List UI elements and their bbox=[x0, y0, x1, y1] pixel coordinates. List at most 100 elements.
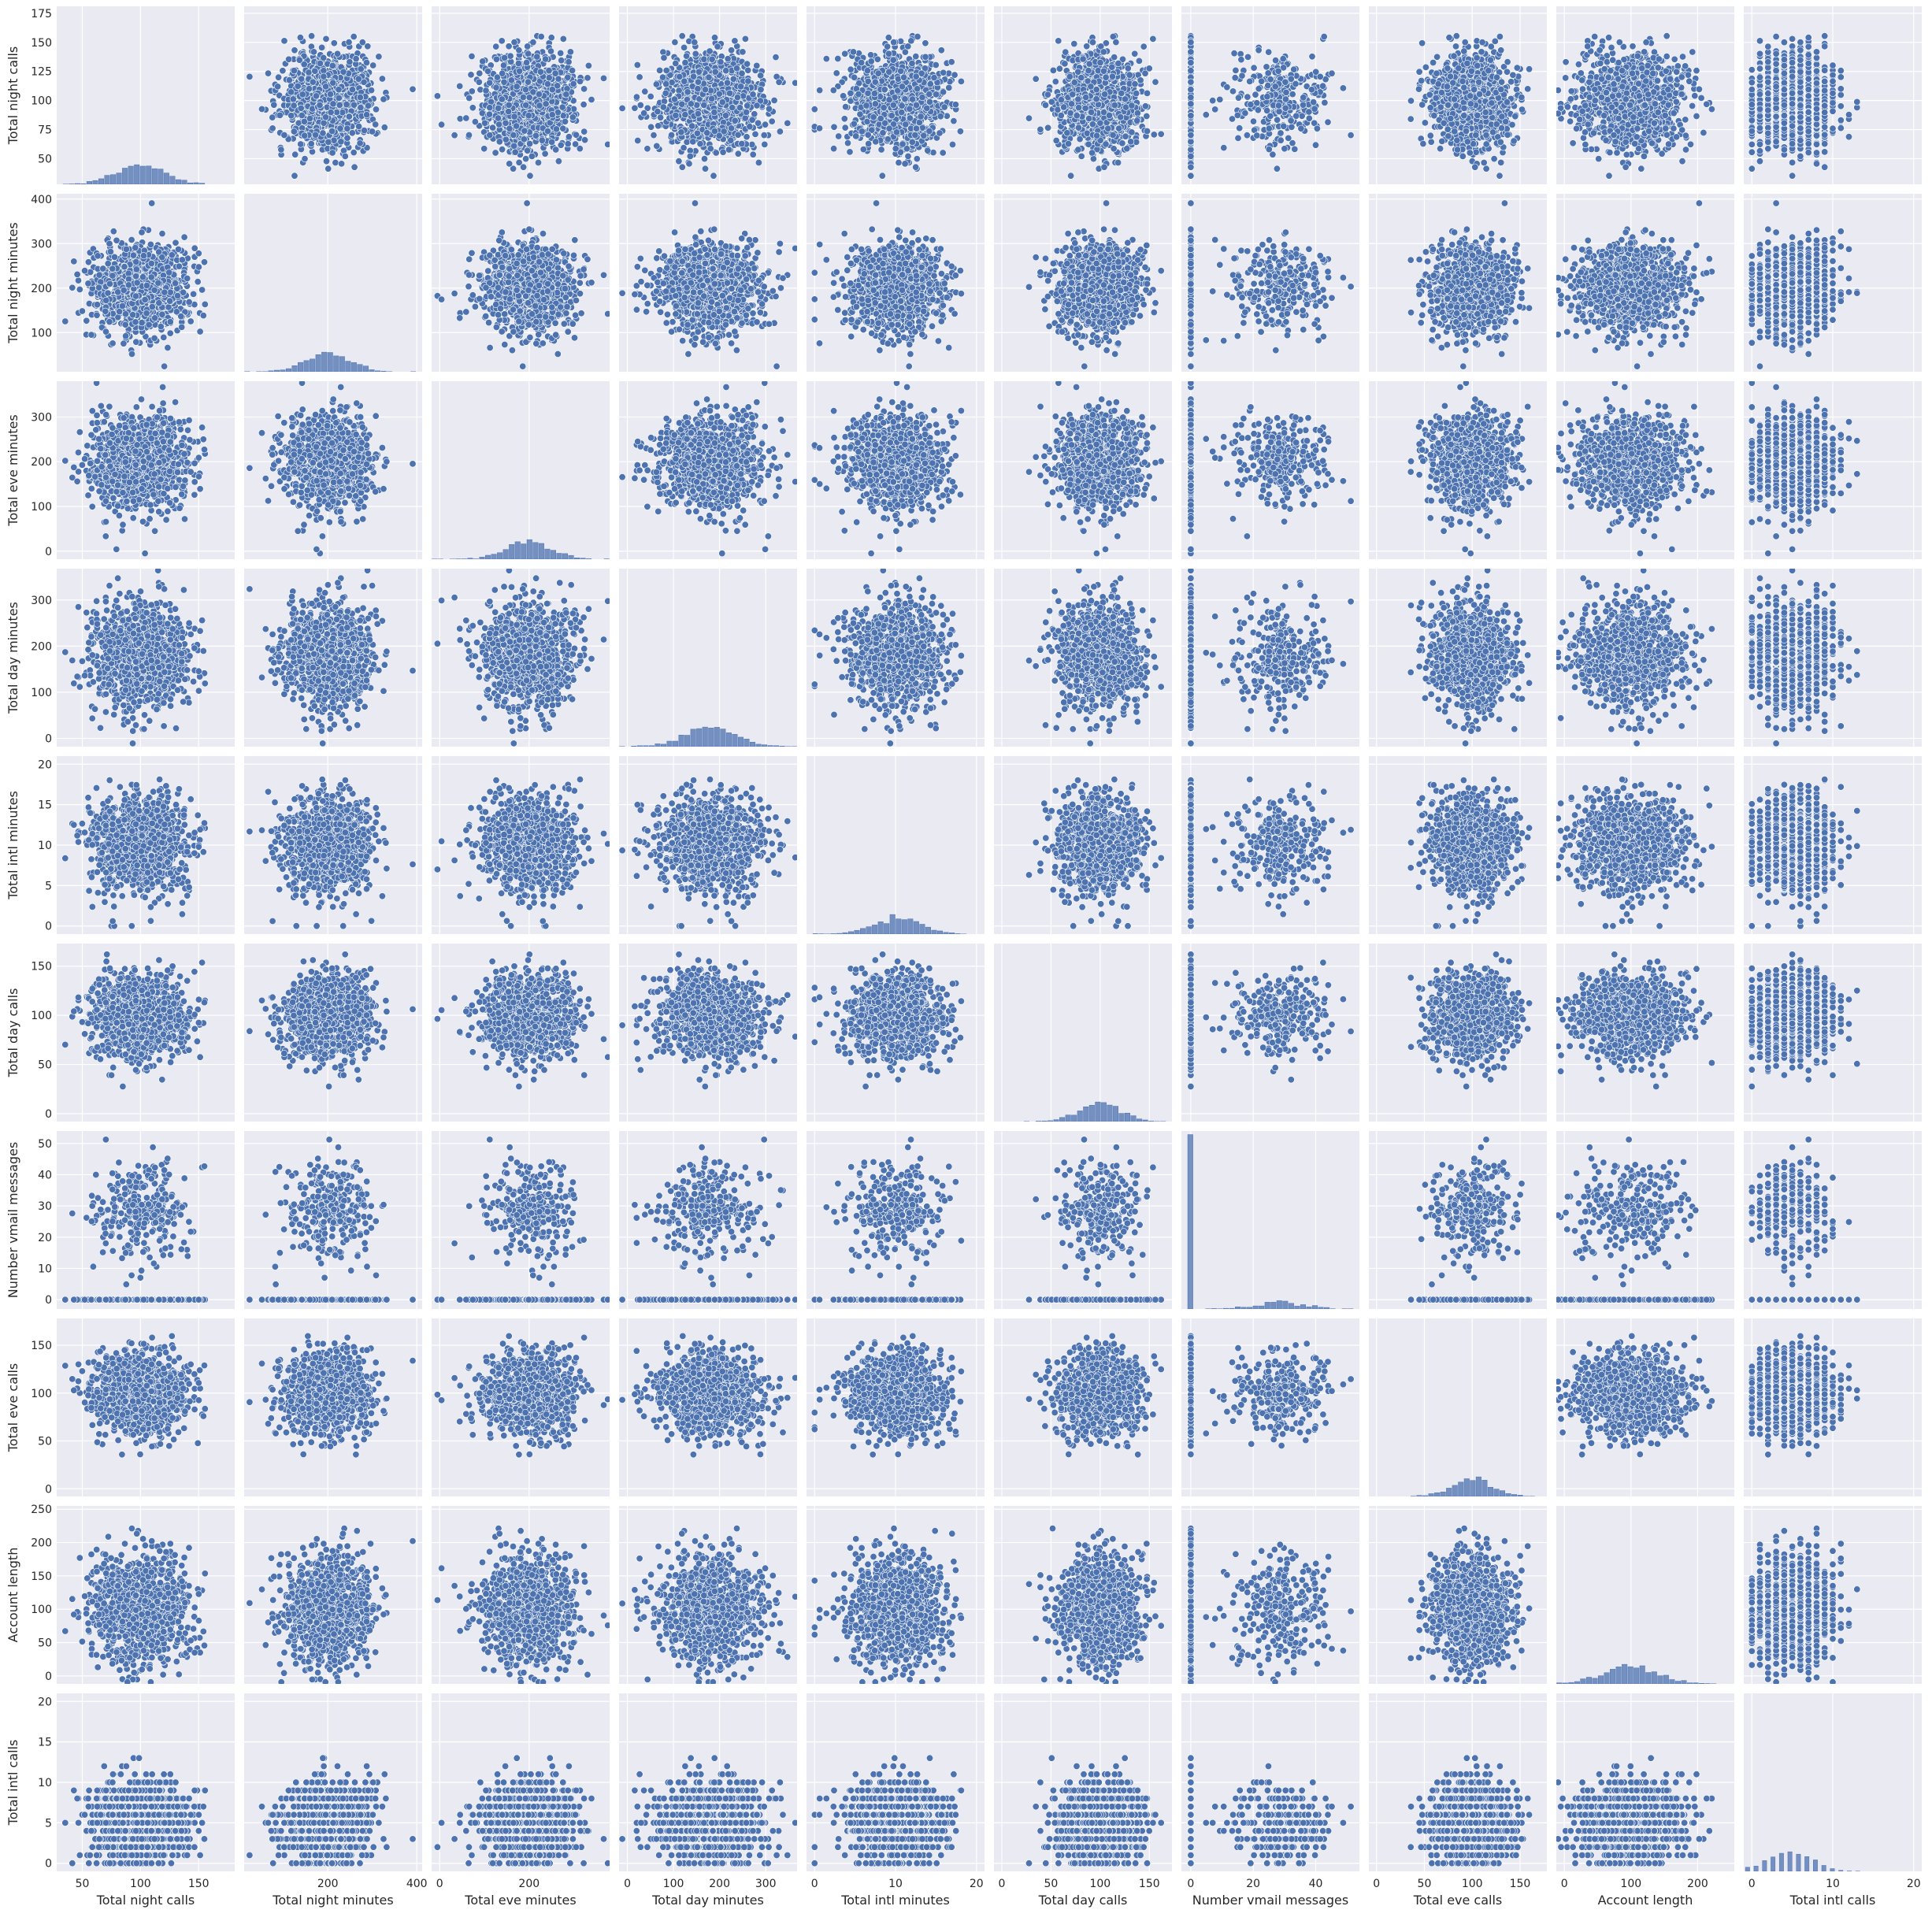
scatter-point bbox=[566, 58, 572, 65]
scatter-point bbox=[758, 87, 764, 93]
scatter-point bbox=[924, 105, 930, 111]
scatter-point bbox=[547, 48, 554, 54]
scatter-point bbox=[871, 91, 877, 97]
scatter-point bbox=[321, 73, 327, 80]
scatter-point bbox=[581, 128, 588, 135]
scatter-point bbox=[358, 104, 364, 110]
scatter-point bbox=[951, 72, 958, 78]
scatter-point bbox=[275, 74, 281, 80]
scatter-point bbox=[872, 79, 878, 85]
scatter-point bbox=[278, 146, 284, 153]
scatter-point bbox=[522, 155, 528, 161]
scatter-point bbox=[457, 83, 463, 89]
scatter-point bbox=[506, 161, 513, 167]
scatter-point bbox=[695, 86, 701, 92]
scatter-point bbox=[323, 158, 329, 165]
scatter-point bbox=[495, 105, 502, 111]
scatter-point bbox=[515, 60, 521, 66]
scatter-point bbox=[357, 94, 363, 100]
scatter-point bbox=[546, 68, 552, 74]
scatter-point bbox=[320, 130, 326, 136]
scatter-point bbox=[350, 102, 357, 108]
scatter-point bbox=[912, 132, 918, 138]
scatter-point bbox=[844, 139, 851, 146]
scatter-point bbox=[714, 43, 721, 50]
scatter-point bbox=[872, 101, 878, 107]
scatter-point bbox=[508, 77, 514, 83]
scatter-point bbox=[499, 70, 506, 76]
scatter-point bbox=[750, 91, 756, 98]
scatter-point bbox=[878, 146, 884, 153]
scatter-point bbox=[850, 49, 856, 55]
scatter-point bbox=[280, 68, 286, 74]
scatter-point bbox=[363, 111, 369, 117]
scatter-point bbox=[863, 102, 870, 109]
scatter-point bbox=[585, 62, 591, 69]
scatter-point bbox=[370, 62, 376, 69]
scatter-point bbox=[673, 112, 679, 118]
scatter-point bbox=[544, 81, 551, 87]
scatter-point bbox=[1144, 113, 1150, 119]
scatter-point bbox=[481, 146, 488, 152]
scatter-point bbox=[773, 54, 779, 60]
scatter-point bbox=[823, 55, 829, 61]
scatter-point bbox=[312, 68, 318, 74]
scatter-point bbox=[719, 99, 725, 106]
scatter-point bbox=[900, 74, 907, 80]
scatter-point bbox=[673, 60, 679, 66]
scatter-point bbox=[536, 91, 542, 97]
scatter-point bbox=[676, 158, 682, 165]
scatter-point bbox=[493, 56, 499, 62]
scatter-point bbox=[487, 132, 493, 138]
scatter-point bbox=[891, 39, 897, 46]
scatter-point bbox=[919, 94, 925, 100]
scatter-point bbox=[684, 139, 690, 145]
scatter-point bbox=[619, 105, 625, 111]
scatter-point bbox=[916, 119, 922, 125]
scatter-point bbox=[359, 39, 365, 46]
scatter-point bbox=[851, 74, 857, 80]
scatter-point bbox=[306, 115, 313, 121]
scatter-point bbox=[792, 80, 799, 86]
scatter-point bbox=[766, 106, 772, 112]
scatter-point bbox=[562, 118, 568, 124]
scatter-point bbox=[695, 69, 702, 75]
scatter-point bbox=[762, 121, 768, 128]
scatter-point bbox=[899, 141, 906, 147]
scatter-point bbox=[493, 84, 499, 91]
scatter-point bbox=[948, 58, 955, 65]
scatter-point bbox=[463, 115, 469, 121]
scatter-point bbox=[330, 80, 336, 86]
scatter-point bbox=[909, 96, 915, 102]
scatter-point bbox=[584, 75, 591, 81]
scatter-point bbox=[558, 50, 564, 56]
scatter-point bbox=[381, 124, 388, 131]
scatter-point bbox=[886, 125, 892, 132]
scatter-point bbox=[336, 102, 343, 108]
scatter-point bbox=[723, 68, 729, 74]
scatter-point bbox=[465, 132, 472, 138]
scatter-point bbox=[298, 105, 304, 111]
scatter-point bbox=[690, 139, 696, 145]
scatter-point bbox=[487, 104, 493, 110]
scatter-point bbox=[525, 79, 531, 85]
scatter-point bbox=[346, 39, 352, 45]
scatter-point bbox=[874, 56, 881, 62]
scatter-point bbox=[722, 113, 729, 119]
scatter-point bbox=[865, 132, 871, 138]
scatter-point bbox=[744, 61, 750, 67]
scatter-point bbox=[914, 155, 920, 161]
scatter-point bbox=[661, 54, 667, 61]
scatter-point bbox=[318, 44, 324, 50]
scatter-point bbox=[777, 128, 783, 135]
scatter-point bbox=[755, 159, 762, 165]
panel-0-1 bbox=[244, 6, 422, 184]
scatter-point bbox=[913, 53, 919, 59]
scatter-point bbox=[291, 47, 298, 54]
scatter-point bbox=[292, 151, 299, 158]
scatter-point bbox=[937, 113, 944, 120]
scatter-point bbox=[501, 54, 507, 61]
scatter-point bbox=[933, 61, 939, 68]
scatter-point bbox=[739, 70, 745, 76]
